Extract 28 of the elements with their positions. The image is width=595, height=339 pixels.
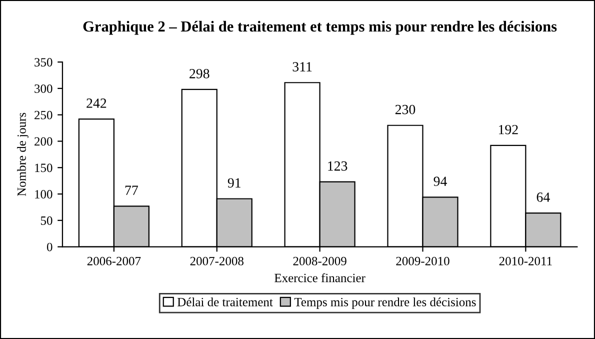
data-label: 192 xyxy=(498,124,518,134)
data-label: 311 xyxy=(292,62,312,72)
data-label: 77 xyxy=(125,186,138,195)
data-label: 94 xyxy=(434,176,447,186)
y-tick-label: 200 xyxy=(34,137,52,146)
data-label: 230 xyxy=(395,104,416,114)
x-axis-title: Exercice financier xyxy=(274,273,366,282)
x-tick-label: 2006-2007 xyxy=(87,256,141,266)
chart-title: Graphique 2 – Délai de traitement et temps mis pour rendre les décisions xyxy=(83,20,557,35)
y-tick-label: 0 xyxy=(46,242,52,252)
x-tick-label: 2009-2010 xyxy=(396,256,450,266)
legend-label: Temps mis pour rendre les décisions xyxy=(294,297,476,309)
x-tick-label: 2007-2008 xyxy=(190,256,244,266)
data-label: 242 xyxy=(86,98,106,108)
data-label: 91 xyxy=(228,178,240,188)
y-tick-label: 150 xyxy=(35,164,52,172)
y-tick-label: 100 xyxy=(35,190,52,198)
x-tick-label: 2010-2011 xyxy=(499,256,552,266)
y-tick-label: 350 xyxy=(34,58,52,66)
data-label: 64 xyxy=(536,192,550,202)
data-label: 298 xyxy=(190,68,210,78)
y-tick-label: 300 xyxy=(34,84,52,93)
data-label: 123 xyxy=(328,161,348,171)
y-tick-label: 250 xyxy=(34,110,52,120)
y-tick-label: 50 xyxy=(40,216,52,225)
legend-label: Délai de traitement xyxy=(177,297,273,306)
x-tick-label: 2008-2009 xyxy=(293,256,346,266)
y-axis-title: Nombre de jours xyxy=(17,112,28,196)
